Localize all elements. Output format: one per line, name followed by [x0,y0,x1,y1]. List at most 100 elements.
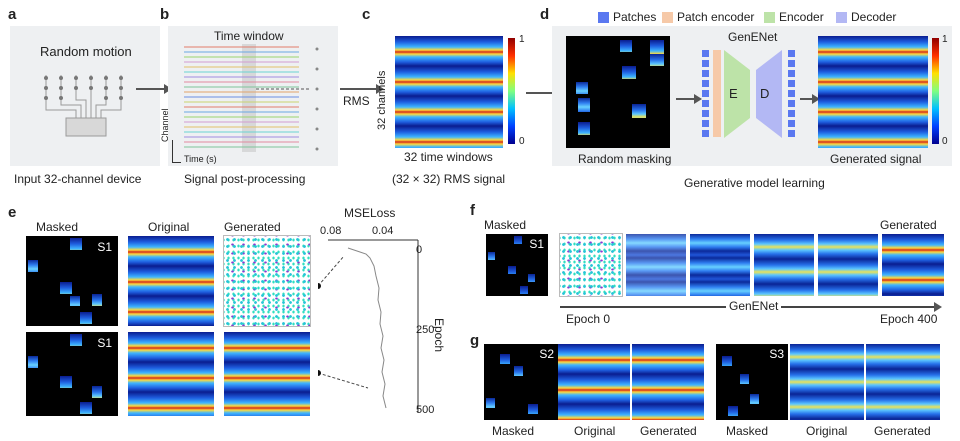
time-axis-label: Time (s) [184,154,217,164]
patch [28,260,38,272]
f-epoch400-label: Epoch 400 [880,312,938,326]
panel-g-letter: g [470,332,480,349]
legend-patch-encoder: Patch encoder [662,10,754,24]
e-masked-row1: S1 [26,236,118,326]
patch [528,404,538,414]
panel-a-title: Random motion [40,44,132,59]
decoder-letter: D [760,86,770,101]
g-original-s3 [790,344,864,420]
device-illustration [36,70,136,140]
f-epoch-step2 [690,234,750,296]
patch [578,98,590,112]
patch [488,252,495,260]
loss-tick-2: 0.04 [372,225,394,237]
mseloss-title: MSELoss [344,206,396,220]
channel-axis-label: Channel [160,108,170,142]
e-original-row1 [128,236,214,326]
patch [514,366,523,376]
g-generated-s2 [632,344,704,420]
arrow-net-gen [800,94,820,104]
generated-signal-heatmap [818,36,928,148]
patch [576,82,588,94]
panel-e-letter: e [8,204,17,221]
rms-colorbar [508,38,515,144]
panel-a-box [10,26,160,166]
rms-label: RMS [343,94,370,108]
patch [28,356,38,368]
g-label-masked-1: Masked [492,424,535,438]
f-epoch-step4 [818,234,878,296]
f-masked-input: S1 [486,234,548,296]
legend-swatch-patch-encoder [662,12,673,24]
random-masking-label: Random masking [578,152,672,166]
loss-tick-1: 0.08 [320,225,342,237]
g-generated-s3 [866,344,940,420]
patch [728,406,738,416]
f-epoch-step1 [626,234,686,296]
genenet-label: GenENet [728,30,778,44]
gen-colorbar [932,38,939,144]
patch [740,374,749,384]
patch [500,354,510,364]
encoder-letter: E [729,86,738,101]
gen-cbar-min: 0 [942,136,948,147]
f-epoch0-label: Epoch 0 [566,312,611,326]
epoch-tick-500: 500 [416,404,435,416]
patch [520,286,528,294]
panel-a-letter: a [8,6,17,23]
e-subject-label: S1 [97,240,112,254]
patch [632,104,646,118]
f-epoch0 [559,233,623,297]
patch [70,238,82,250]
g-label-generated-1: Generated [640,424,697,438]
g-masked-s3: S3 [716,344,788,420]
legend-encoder: Encoder [764,10,824,24]
epoch-tick-0: 0 [416,244,423,256]
patch [650,54,664,66]
panel-d-letter: d [540,6,550,23]
arrow-b-c [340,84,384,94]
rms-cbar-min: 0 [519,136,525,147]
panel-d-caption: Generative model learning [684,176,825,190]
e-original-row2 [128,332,214,416]
arrow-c-d [526,88,560,98]
g-subject-s2: S2 [539,347,554,361]
g-original-s2 [558,344,630,420]
g-label-masked-2: Masked [726,424,769,438]
e-header-masked: Masked [36,220,79,234]
epoch-axis-label: Epoch [432,318,446,353]
generated-signal-label: Generated signal [830,152,922,166]
e-header-generated: Generated [224,220,281,234]
e-masked-row2: S1 [26,332,118,416]
rms-heatmap [395,36,503,148]
patch [650,40,664,54]
patch [70,334,82,346]
arrow-a-b [136,84,172,94]
patch [60,376,72,388]
rms-xlabel: 32 time windows [404,150,493,164]
g-subject-s3: S3 [769,347,784,361]
panel-b-title: Time window [214,29,284,43]
patch [750,394,759,404]
gen-cbar-max: 1 [942,34,948,45]
patch [622,66,636,79]
panel-b-caption: Signal post-processing [184,172,306,186]
legend-swatch-decoder [836,12,847,24]
f-generated-label: Generated [880,218,937,232]
panel-c-caption: (32 × 32) RMS signal [392,172,506,186]
e-subject-label-2: S1 [97,336,112,350]
axes-icon [172,140,181,163]
e-generated-row1 [223,235,311,327]
genenet-diagram [700,44,810,148]
patch [620,40,632,52]
f-masked-label: Masked [484,218,527,232]
patch [60,282,72,294]
loss-curve [315,238,428,416]
patch [514,236,522,244]
f-epoch-step3 [754,234,814,296]
patch [70,296,80,306]
g-label-original-1: Original [574,424,616,438]
patch [80,402,92,414]
panel-c-letter: c [362,6,371,23]
patch [508,266,516,274]
